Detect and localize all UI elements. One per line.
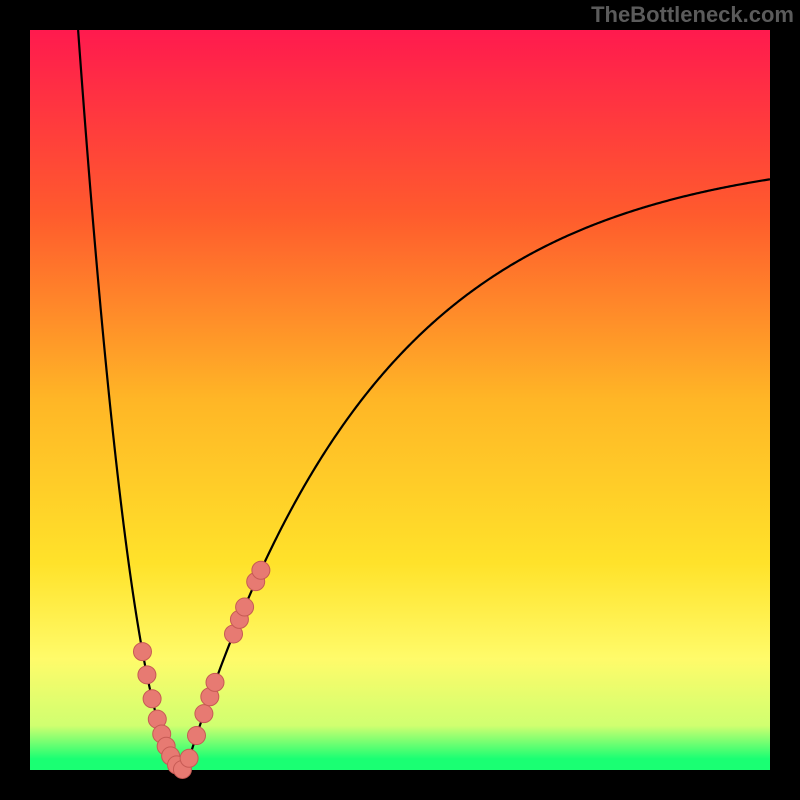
curve-marker (180, 749, 198, 767)
curve-marker (138, 666, 156, 684)
bottleneck-chart (0, 0, 800, 800)
curve-marker (143, 690, 161, 708)
curve-marker (133, 643, 151, 661)
watermark-text: TheBottleneck.com (591, 2, 794, 28)
curve-marker (252, 561, 270, 579)
curve-marker (188, 727, 206, 745)
chart-container: TheBottleneck.com (0, 0, 800, 800)
curve-marker (206, 673, 224, 691)
curve-marker (195, 705, 213, 723)
curve-marker (236, 598, 254, 616)
